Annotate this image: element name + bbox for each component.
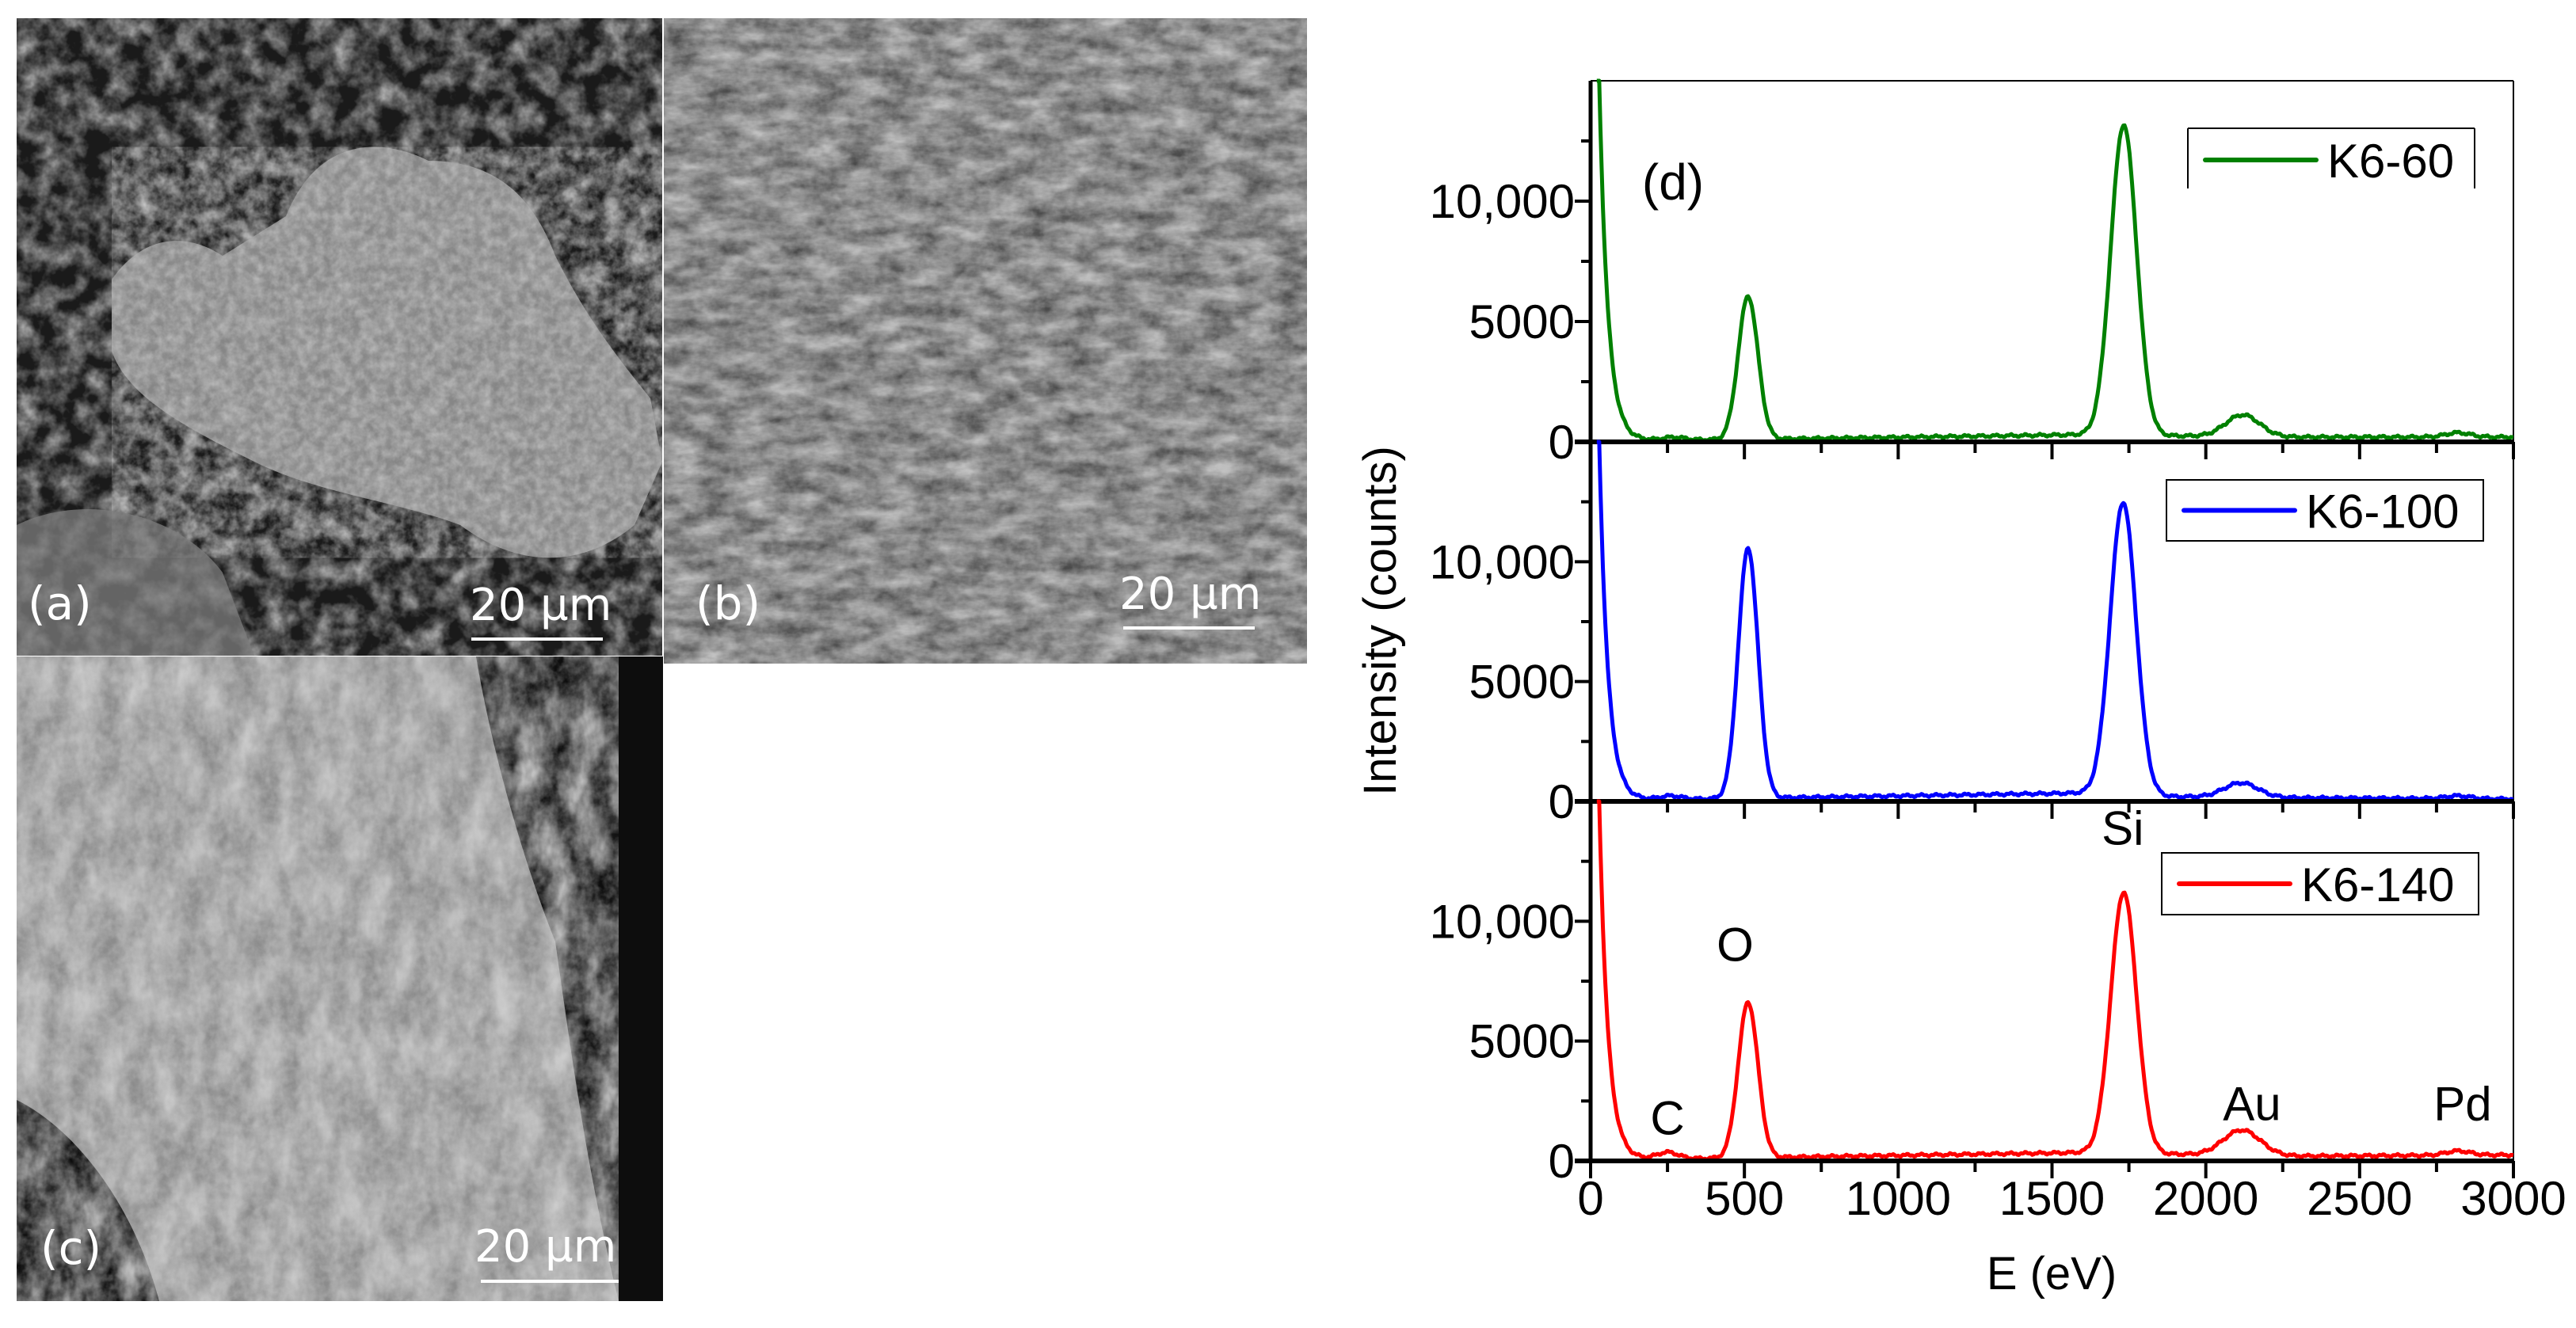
y-tick-label: 0 (1549, 1135, 1575, 1188)
legend-label-k6-140: K6-140 (2301, 858, 2454, 911)
element-annotation-pd: Pd (2433, 1078, 2491, 1131)
legend-label-k6-100: K6-100 (2306, 485, 2459, 538)
sem-texture-b (664, 18, 1307, 664)
sem-image-a: (a) 20 µm (17, 18, 662, 656)
sem-texture-a (17, 18, 662, 656)
legend-k6-140: K6-140 (2161, 852, 2479, 915)
chart-panels: 0500010,000K6-600500010,000K6-1000500010… (1429, 78, 2566, 1225)
x-tick-label: 3000 (2460, 1172, 2566, 1225)
y-axis-label: Intensity (counts) (1355, 446, 1406, 796)
scale-bar-c (481, 1280, 619, 1283)
y-tick-label: 0 (1549, 775, 1575, 828)
spectrum-line-k6-100 (1595, 439, 2514, 802)
scale-bar-label-b: 20 µm (1119, 569, 1262, 620)
scale-bar-b (1123, 626, 1255, 630)
x-tick-label: 1500 (1999, 1172, 2105, 1225)
legend-label-k6-60: K6-60 (2327, 135, 2454, 188)
panel-label-d: (d) (1642, 154, 1704, 211)
legend-k6-60: K6-60 (2187, 127, 2475, 188)
element-annotation-au: Au (2223, 1078, 2281, 1131)
panel-k6-100: 0 5000 10,000 K6-100 (1429, 439, 2515, 828)
spectrum-line-k6-60 (1595, 78, 2514, 443)
x-tick-label: 2500 (2307, 1172, 2412, 1225)
y-tick-label: 10,000 (1429, 535, 1575, 588)
element-annotation-c: C (1650, 1092, 1684, 1145)
x-tick-label: 500 (1705, 1172, 1784, 1225)
element-annotation-o: O (1717, 918, 1754, 971)
panel-label-a: (a) (28, 576, 92, 630)
x-tick-label: 0 (1577, 1172, 1603, 1225)
y-tick-label: 5000 (1469, 656, 1575, 709)
x-tick-label: 1000 (1846, 1172, 1951, 1225)
x-tick-label: 2000 (2153, 1172, 2258, 1225)
panel-label-c: (c) (40, 1221, 102, 1275)
sem-image-b: (b) 20 µm (664, 18, 1307, 664)
scale-bar-a (471, 637, 603, 641)
y-tick-label: 0 (1549, 416, 1575, 469)
sem-texture-c (17, 656, 663, 1301)
scale-bar-label-a: 20 µm (470, 580, 612, 631)
y-tick-label: 10,000 (1429, 175, 1575, 228)
x-axis-label: E (eV) (1987, 1248, 2117, 1299)
legend-k6-100: K6-100 (2166, 479, 2484, 542)
panel-label-b: (b) (695, 576, 761, 630)
scale-bar-label-c: 20 µm (474, 1221, 617, 1273)
y-tick-label: 5000 (1469, 1015, 1575, 1068)
y-tick-label: 10,000 (1429, 895, 1575, 948)
spectrum-line-k6-140 (1595, 799, 2514, 1162)
panel-k6-140: 0 5000 10,000 K6-140 (1429, 799, 2515, 1188)
y-tick-label: 5000 (1469, 295, 1575, 348)
element-annotation-si: Si (2102, 801, 2143, 854)
panel-k6-60: 0 5000 10,000 K6-60 (1429, 78, 2515, 469)
sem-image-c: (c) 20 µm (17, 656, 663, 1301)
